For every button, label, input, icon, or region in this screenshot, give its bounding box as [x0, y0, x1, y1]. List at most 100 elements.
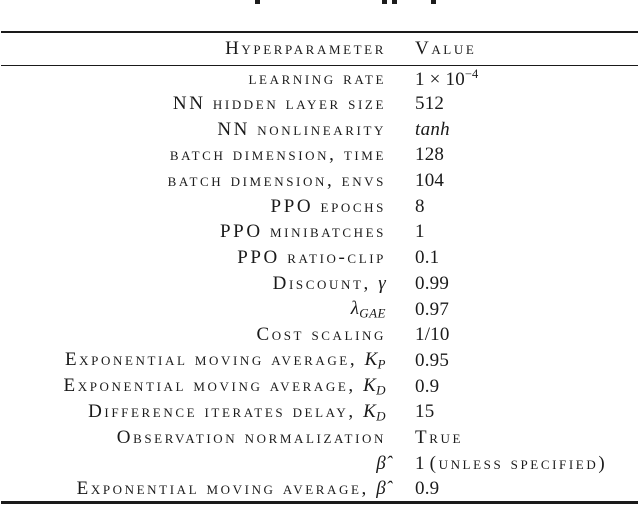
text-part: NN hidden layer size [172, 93, 386, 115]
text-part: PPO minibatches [220, 221, 386, 243]
hyperparameter-value: 104 [386, 168, 638, 194]
hyperparameter-label: λGAE [1, 297, 386, 323]
text-part: 0.9 [415, 375, 440, 397]
table-header: Hyperparameter Value [1, 32, 638, 66]
math-part: D [376, 382, 386, 398]
table-row: Observation normalization True [1, 425, 638, 451]
header-value: Value [386, 32, 638, 66]
table-header-row: Hyperparameter Value [1, 32, 638, 66]
text-part: 15 [415, 401, 435, 423]
hyperparameter-label: PPO epochs [1, 194, 386, 220]
table-row: Discount, γ 0.99 [1, 271, 638, 297]
hyperparameter-value: 512 [386, 91, 638, 117]
text-part: Exponential moving average, [64, 349, 365, 371]
math-part: K [364, 349, 378, 371]
text-part: Discount, [272, 272, 379, 294]
header-hyperparameter: Hyperparameter [1, 32, 386, 66]
caption-descender-fragment [431, 0, 436, 4]
table-row: NN nonlinearity tanh [1, 117, 638, 143]
math-part: K [363, 374, 377, 396]
math-part: D [376, 408, 386, 424]
hyperparameter-value: 0.99 [386, 271, 638, 297]
table-row: batch dimension, time 128 [1, 143, 638, 169]
hyperparameter-label: PPO minibatches [1, 220, 386, 246]
text-part: 0.97 [415, 298, 450, 320]
text-part: batch dimension, time [169, 144, 386, 166]
text-part: learning rate [248, 67, 386, 89]
hyperparameter-label: learning rate [1, 66, 386, 92]
hyperparameter-label: Discount, γ [1, 271, 386, 297]
table-row: PPO epochs 8 [1, 194, 638, 220]
math-part: GAE [359, 305, 386, 321]
hyperparameter-value: 1 × 10−4 [386, 66, 638, 92]
table-row: learning rate 1 × 10−4 [1, 66, 638, 92]
table-row: PPO ratio-clip 0.1 [1, 245, 638, 271]
text-part: NN nonlinearity [217, 118, 386, 140]
math-part: γ [378, 272, 386, 294]
hyperparameter-value: 1/10 [386, 322, 638, 348]
text-part: Exponential moving average, [76, 477, 377, 499]
text-part: Exponential moving average, [63, 374, 364, 396]
text-part: Observation normalization [116, 426, 386, 448]
text-part: 104 [415, 170, 445, 192]
hyperparameter-value: 0.97 [386, 297, 638, 323]
hyperparameter-label: Cost scaling [1, 322, 386, 348]
hyperparameter-label: Difference iterates delay, KD [1, 399, 386, 425]
math-part: K [363, 400, 377, 422]
table-row: λGAE 0.97 [1, 297, 638, 323]
text-part: 0.95 [415, 349, 450, 371]
text-part: batch dimension, envs [167, 170, 386, 192]
caption-descender-fragment [382, 0, 387, 4]
table-row: PPO minibatches 1 [1, 220, 638, 246]
math-part: β̂ [376, 452, 386, 474]
hyperparameter-value: 0.95 [386, 348, 638, 374]
table-row: Exponential moving average, KD 0.9 [1, 374, 638, 400]
table-row: Exponential moving average, KP 0.95 [1, 348, 638, 374]
text-part: 0.9 [415, 477, 440, 499]
hyperparameter-value: 0.1 [386, 245, 638, 271]
text-part: Difference iterates delay, [88, 400, 364, 422]
hyperparameter-label: batch dimension, envs [1, 168, 386, 194]
hyperparameter-value: 0.9 [386, 477, 638, 503]
text-part: 1/10 [415, 324, 450, 346]
text-part: 128 [415, 144, 445, 166]
caption-descender-fragment [392, 0, 397, 4]
table-row: Exponential moving average, β̂ 0.9 [1, 477, 638, 503]
hyperparameter-table: Hyperparameter Value learning rate 1 × 10… [1, 31, 638, 504]
hyperparameter-value: True [386, 425, 638, 451]
text-part: 1 × 10 [415, 68, 465, 90]
hyperparameter-value: 128 [386, 143, 638, 169]
math-part: −4 [464, 66, 479, 81]
text-part: 512 [415, 93, 445, 115]
hyperparameter-label: NN hidden layer size [1, 91, 386, 117]
hyperparameter-value: tanh [386, 117, 638, 143]
text-part: 8 [415, 195, 425, 217]
table-row: Cost scaling 1/10 [1, 322, 638, 348]
hyperparameter-value: 0.9 [386, 374, 638, 400]
text-part: PPO epochs [270, 195, 386, 217]
text-part: True [415, 426, 464, 448]
hyperparameter-label: β̂ [1, 451, 386, 477]
table-row: β̂ 1 (unless specified) [1, 451, 638, 477]
table-body: learning rate 1 × 10−4 NN hidden layer siz… [1, 66, 638, 503]
text-part: 1 [415, 221, 425, 243]
text-part: PPO ratio-clip [237, 247, 386, 269]
hyperparameter-label: NN nonlinearity [1, 117, 386, 143]
hyperparameter-value: 8 [386, 194, 638, 220]
hyperparameter-label: Exponential moving average, KD [1, 374, 386, 400]
math-part: β̂ [376, 477, 386, 499]
table-row: Difference iterates delay, KD 15 [1, 399, 638, 425]
hyperparameter-value: 15 [386, 399, 638, 425]
hyperparameter-value: 1 (unless specified) [386, 451, 638, 477]
hyperparameter-table-container: Hyperparameter Value learning rate 1 × 10… [1, 31, 638, 504]
text-part: 0.99 [415, 272, 450, 294]
hyperparameter-value: 1 [386, 220, 638, 246]
text-part: Cost scaling [256, 324, 386, 346]
hyperparameter-label: Observation normalization [1, 425, 386, 451]
math-part: λ [350, 297, 360, 319]
math-part: P [377, 356, 386, 372]
hyperparameter-label: PPO ratio-clip [1, 245, 386, 271]
hyperparameter-label: batch dimension, time [1, 143, 386, 169]
text-part: 0.1 [415, 247, 440, 269]
